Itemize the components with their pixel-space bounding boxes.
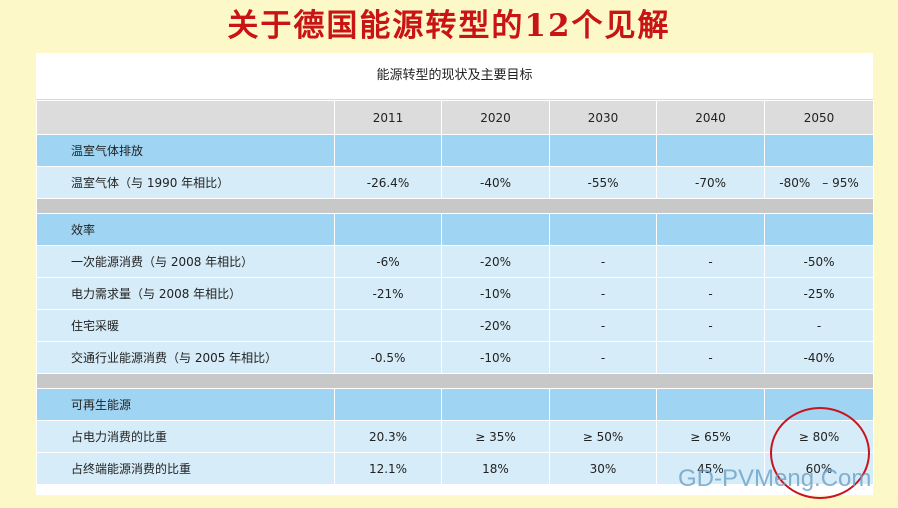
row-label: 占终端能源消费的比重 — [36, 452, 335, 485]
separator-row — [36, 198, 874, 214]
section-header-row: 温室气体排放 — [36, 134, 874, 167]
value-cell: 20.3% — [334, 420, 442, 453]
value-cell: 18% — [441, 452, 550, 485]
value-cell — [764, 134, 874, 167]
row-label: 住宅采暖 — [36, 309, 335, 342]
year-header-cell: 2011 — [334, 100, 442, 135]
value-cell: -0.5% — [334, 341, 442, 374]
row-label: 电力需求量（与 2008 年相比） — [36, 277, 335, 310]
section-label: 温室气体排放 — [36, 134, 335, 167]
value-cell: - — [764, 309, 874, 342]
row-label: 一次能源消费（与 2008 年相比） — [36, 245, 335, 278]
table-row: 住宅采暖 -20% - - - — [36, 309, 874, 342]
table-row: 占电力消费的比重 20.3% ≥ 35% ≥ 50% ≥ 65% ≥ 80% — [36, 420, 874, 453]
separator-row — [36, 373, 874, 389]
value-cell: -80% – 95% — [764, 166, 874, 199]
value-cell — [334, 134, 442, 167]
value-cell: -40% — [441, 166, 550, 199]
separator-cell — [36, 373, 874, 389]
value-cell: -40% — [764, 341, 874, 374]
row-label: 交通行业能源消费（与 2005 年相比） — [36, 341, 335, 374]
table-caption: 能源转型的现状及主要目标 — [36, 53, 873, 100]
value-cell: - — [656, 309, 765, 342]
separator-cell — [36, 198, 874, 214]
value-cell: -10% — [441, 277, 550, 310]
value-cell — [441, 388, 550, 421]
value-cell: -10% — [441, 341, 550, 374]
value-cell — [334, 213, 442, 246]
value-cell: -50% — [764, 245, 874, 278]
value-cell — [441, 213, 550, 246]
section-label: 效率 — [36, 213, 335, 246]
value-cell — [549, 388, 657, 421]
value-cell: ≥ 35% — [441, 420, 550, 453]
value-cell: 12.1% — [334, 452, 442, 485]
value-cell: - — [656, 277, 765, 310]
year-header-cell: 2040 — [656, 100, 765, 135]
table-row: 电力需求量（与 2008 年相比） -21% -10% - - -25% — [36, 277, 874, 310]
table-row: 交通行业能源消费（与 2005 年相比） -0.5% -10% - - -40% — [36, 341, 874, 374]
value-cell: -55% — [549, 166, 657, 199]
row-label: 温室气体（与 1990 年相比） — [36, 166, 335, 199]
value-cell — [656, 134, 765, 167]
year-header-cell: 2020 — [441, 100, 550, 135]
table-row: 一次能源消费（与 2008 年相比） -6% -20% - - -50% — [36, 245, 874, 278]
value-cell: ≥ 65% — [656, 420, 765, 453]
value-cell: - — [549, 277, 657, 310]
value-cell — [334, 309, 442, 342]
energy-targets-table: 2011 2020 2030 2040 2050 温室气体排放 温室气体（与 19… — [36, 100, 874, 485]
table-row: 占终端能源消费的比重 12.1% 18% 30% 45% 60% — [36, 452, 874, 485]
table-row: 温室气体（与 1990 年相比） -26.4% -40% -55% -70% -80% –… — [36, 166, 874, 199]
value-cell: - — [549, 245, 657, 278]
value-cell: - — [656, 341, 765, 374]
value-cell — [764, 213, 874, 246]
value-cell: -6% — [334, 245, 442, 278]
value-cell: -70% — [656, 166, 765, 199]
header-corner-cell — [36, 100, 335, 135]
energy-transition-table-panel: 能源转型的现状及主要目标 2011 2020 2030 2040 2050 温室… — [36, 53, 874, 495]
year-header-cell: 2030 — [549, 100, 657, 135]
value-cell: -20% — [441, 309, 550, 342]
value-cell: -20% — [441, 245, 550, 278]
watermark: GD-PVMeng.Com — [678, 465, 872, 492]
value-cell: - — [549, 309, 657, 342]
year-header-row: 2011 2020 2030 2040 2050 — [36, 100, 874, 135]
highlight-circle-annotation — [770, 407, 870, 499]
value-cell: -21% — [334, 277, 442, 310]
value-cell: -25% — [764, 277, 874, 310]
section-header-row: 效率 — [36, 213, 874, 246]
value-cell — [441, 134, 550, 167]
value-cell — [656, 213, 765, 246]
value-cell: -26.4% — [334, 166, 442, 199]
table-body: 2011 2020 2030 2040 2050 温室气体排放 温室气体（与 19… — [36, 100, 874, 485]
section-label: 可再生能源 — [36, 388, 335, 421]
row-label: 占电力消费的比重 — [36, 420, 335, 453]
value-cell: - — [656, 245, 765, 278]
slide-title: 关于德国能源转型的12个见解 — [227, 8, 671, 44]
value-cell: 30% — [549, 452, 657, 485]
section-header-row: 可再生能源 — [36, 388, 874, 421]
value-cell — [549, 134, 657, 167]
value-cell: 45% — [656, 452, 765, 485]
value-cell — [656, 388, 765, 421]
value-cell: - — [549, 341, 657, 374]
year-header-cell: 2050 — [764, 100, 874, 135]
value-cell — [334, 388, 442, 421]
value-cell — [549, 213, 657, 246]
value-cell: ≥ 50% — [549, 420, 657, 453]
